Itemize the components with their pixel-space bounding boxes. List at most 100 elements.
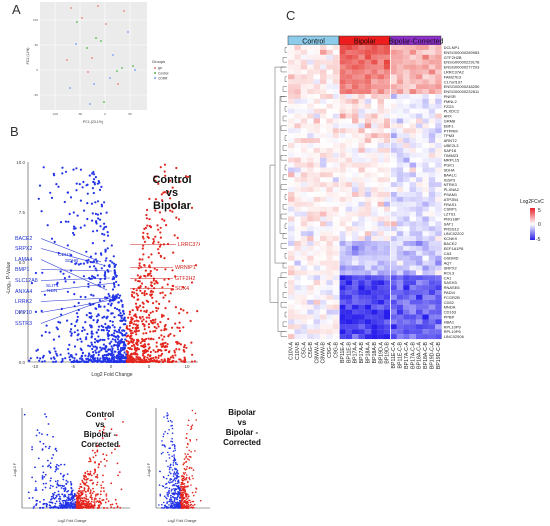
heatmap-row-label: CD52 (444, 300, 455, 305)
heatmap-cell (294, 236, 301, 242)
heatmap-cell (428, 245, 436, 251)
heatmap-cell (339, 226, 346, 232)
heatmap-cell (428, 167, 436, 173)
heatmap-cell (345, 196, 353, 202)
volcano-main-down-gene-label: LRRK2 (15, 299, 32, 305)
heatmap-cell (339, 221, 346, 227)
volcano-point (164, 323, 167, 327)
volcano-point (117, 360, 120, 363)
heatmap-cell (371, 172, 378, 178)
heatmap-cell (352, 324, 359, 330)
volcano-point (185, 485, 188, 488)
volcano-point (188, 476, 191, 479)
heatmap-cell (409, 260, 417, 266)
heatmap-cell (396, 49, 404, 55)
heatmap-cell (307, 275, 314, 281)
volcano-point (84, 296, 87, 299)
volcano-point (187, 493, 189, 496)
volcano-point (96, 319, 99, 322)
heatmap-cell (403, 304, 410, 310)
heatmap-cell (371, 290, 378, 295)
heatmap-row-label: ROL3 (444, 270, 455, 275)
heatmap-cell (332, 314, 340, 320)
volcano-point (161, 199, 164, 202)
volcano-main-leader-line (40, 295, 116, 324)
volcano-point (103, 222, 106, 225)
heatmap-row-label: EBF1 (444, 123, 455, 128)
heatmap-cell (422, 216, 429, 222)
heatmap-cell (364, 118, 372, 124)
volcano-point (76, 315, 79, 318)
volcano-point (128, 328, 131, 331)
volcano-point (179, 308, 182, 311)
dendrogram-branch (282, 145, 287, 151)
heatmap-cell (294, 329, 301, 335)
heatmap-cell (288, 118, 295, 124)
heatmap-cell (294, 192, 301, 197)
heatmap-cell (345, 157, 353, 163)
volcano-point (142, 318, 145, 321)
heatmap-column-label: BP18A-C-B (423, 341, 429, 368)
volcano-point (104, 322, 107, 326)
volcano-point (89, 255, 93, 258)
heatmap-cell (326, 138, 333, 144)
heatmap-cell (307, 133, 314, 139)
volcano-point (46, 224, 49, 227)
volcano-point (182, 326, 185, 329)
volcano-point (60, 504, 63, 507)
volcano-point (184, 506, 187, 508)
volcano-point (138, 258, 141, 261)
pca-point (121, 67, 123, 69)
heatmap-cell (403, 89, 410, 95)
heatmap-cell (396, 128, 404, 134)
heatmap-cell (320, 265, 327, 271)
volcano-point (137, 320, 140, 323)
heatmap-cell (416, 294, 423, 300)
volcano-point (142, 344, 145, 347)
volcano-point (189, 319, 192, 323)
volcano-point (161, 218, 164, 221)
heatmap-cell (339, 260, 346, 266)
heatmap-cell (422, 94, 429, 99)
volcano-point (171, 505, 174, 508)
heatmap-cell (390, 270, 397, 276)
volcano-point (142, 350, 145, 353)
heatmap-cell (428, 309, 436, 315)
volcano-point (83, 499, 85, 502)
volcano-point (80, 340, 83, 343)
heatmap-cell (377, 260, 385, 266)
heatmap-cell (300, 241, 308, 246)
heatmap-cell (345, 236, 353, 242)
volcano-point (52, 435, 54, 438)
volcano-point (74, 504, 76, 507)
heatmap-cell (345, 64, 353, 70)
volcano-point (101, 316, 104, 319)
heatmap-cell (390, 133, 397, 139)
heatmap-cell (384, 123, 391, 129)
volcano-point (129, 332, 133, 335)
volcano-point (170, 502, 172, 504)
heatmap-cell (435, 118, 442, 124)
volcano-point (113, 507, 115, 509)
volcano-point (59, 353, 62, 356)
heatmap-cell (294, 143, 301, 148)
volcano-small-1-y-label: -Log10 P (13, 462, 17, 477)
volcano-point (183, 360, 186, 364)
heatmap-cell (332, 123, 340, 129)
heatmap-cell (435, 103, 442, 109)
heatmap-cell (390, 172, 397, 178)
heatmap-cell (409, 74, 417, 80)
heatmap-row-label: LINC02506 (444, 334, 465, 339)
volcano-point (116, 293, 120, 296)
heatmap-cell (409, 211, 417, 217)
heatmap-row-label: C17orf107 (444, 79, 463, 84)
volcano-point (160, 193, 163, 196)
volcano-point (175, 484, 177, 487)
volcano-point (119, 314, 122, 317)
heatmap-cell (416, 94, 423, 99)
heatmap-cell (300, 329, 308, 335)
heatmap-cell (320, 206, 327, 212)
heatmap-cell (358, 290, 365, 295)
heatmap-cell (377, 201, 385, 207)
heatmap-group-label: Control (302, 38, 325, 45)
